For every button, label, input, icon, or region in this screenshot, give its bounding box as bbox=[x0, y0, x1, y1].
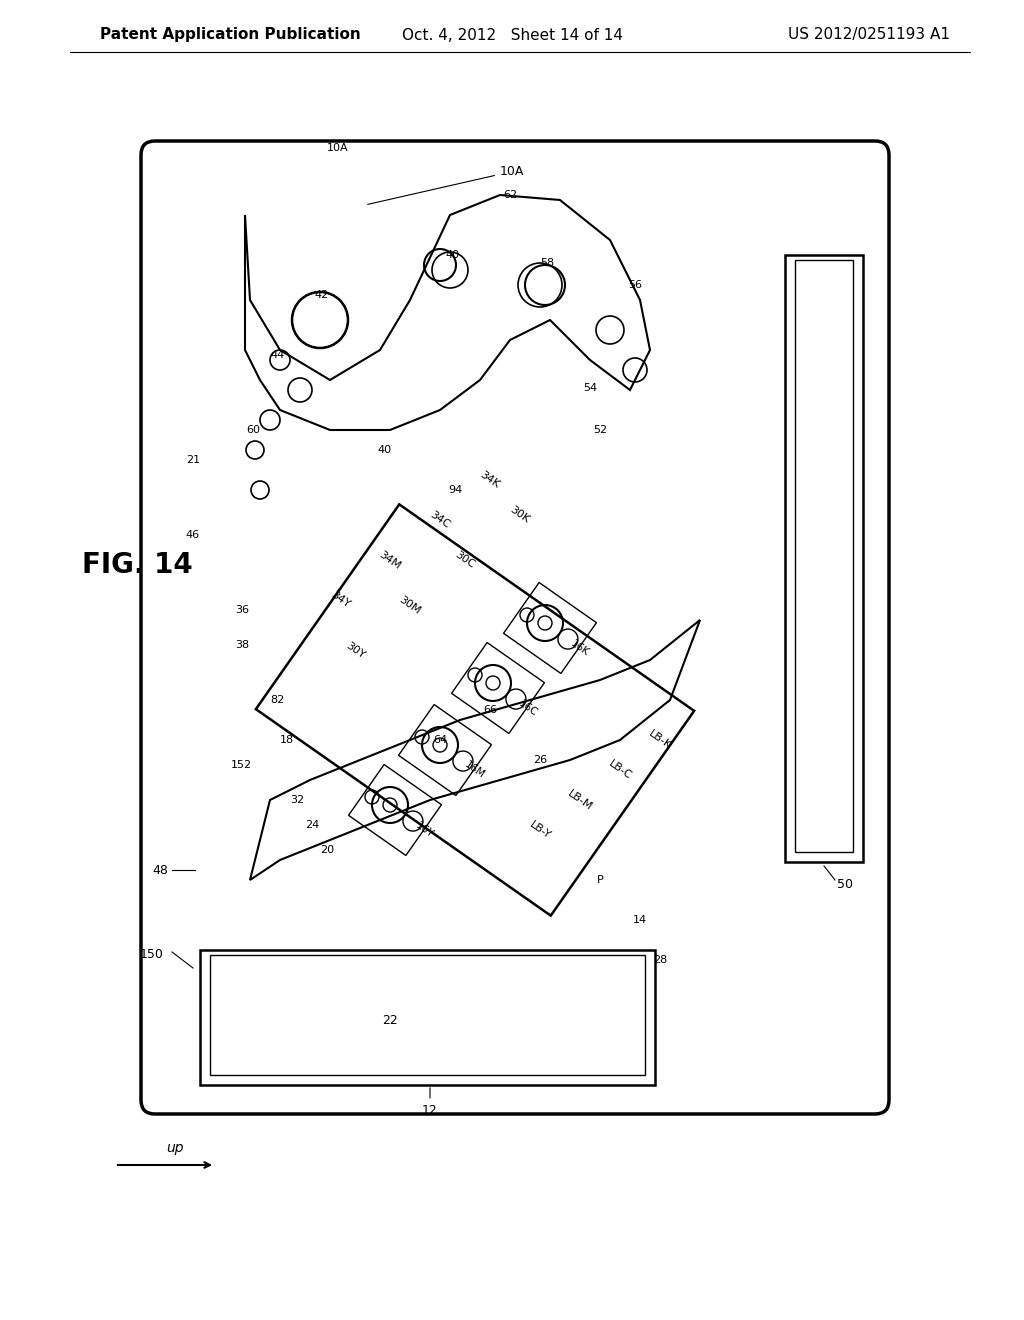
Text: 150: 150 bbox=[140, 949, 164, 961]
Bar bbox=[785, 255, 863, 862]
Text: 62: 62 bbox=[503, 190, 517, 201]
Text: 34Y: 34Y bbox=[329, 590, 351, 610]
Text: 16Y: 16Y bbox=[414, 820, 436, 840]
Bar bbox=[200, 950, 655, 1085]
Text: 50: 50 bbox=[837, 879, 853, 891]
Text: Oct. 4, 2012   Sheet 14 of 14: Oct. 4, 2012 Sheet 14 of 14 bbox=[401, 28, 623, 42]
Text: 30K: 30K bbox=[509, 504, 531, 525]
Text: 94: 94 bbox=[447, 484, 462, 495]
Text: 64: 64 bbox=[433, 735, 447, 744]
Text: 48: 48 bbox=[153, 863, 168, 876]
Text: 16M: 16M bbox=[463, 759, 487, 780]
Text: 21: 21 bbox=[186, 455, 200, 465]
Text: 18: 18 bbox=[280, 735, 294, 744]
Text: 24: 24 bbox=[305, 820, 319, 830]
Text: 34M: 34M bbox=[378, 549, 402, 572]
Text: 10A: 10A bbox=[368, 165, 524, 205]
Text: 14: 14 bbox=[633, 915, 647, 925]
Text: 44: 44 bbox=[270, 350, 285, 360]
Text: 16K: 16K bbox=[569, 638, 591, 657]
Text: 10A: 10A bbox=[327, 143, 348, 153]
Text: 30C: 30C bbox=[454, 549, 477, 570]
Text: 82: 82 bbox=[270, 696, 285, 705]
Text: 42: 42 bbox=[314, 290, 329, 300]
Text: 16C: 16C bbox=[517, 698, 540, 718]
Text: 58: 58 bbox=[540, 257, 554, 268]
Bar bbox=[795, 260, 853, 851]
Text: P: P bbox=[597, 875, 603, 884]
Text: 40: 40 bbox=[378, 445, 392, 455]
Text: 38: 38 bbox=[234, 640, 249, 649]
Text: up: up bbox=[166, 1140, 183, 1155]
Text: 32: 32 bbox=[290, 795, 304, 805]
Text: 56: 56 bbox=[628, 280, 642, 290]
Text: LB-K: LB-K bbox=[647, 729, 673, 751]
Text: 66: 66 bbox=[483, 705, 497, 715]
Text: 26: 26 bbox=[532, 755, 547, 766]
Text: 60: 60 bbox=[246, 425, 260, 436]
Text: LB-Y: LB-Y bbox=[527, 820, 552, 841]
Text: 30M: 30M bbox=[397, 594, 423, 616]
Text: 22: 22 bbox=[382, 1014, 398, 1027]
Bar bbox=[210, 954, 645, 1074]
Text: Patent Application Publication: Patent Application Publication bbox=[100, 28, 360, 42]
Text: 54: 54 bbox=[583, 383, 597, 393]
Text: 40: 40 bbox=[445, 249, 459, 260]
Text: 34C: 34C bbox=[428, 510, 452, 531]
Text: FIG. 14: FIG. 14 bbox=[82, 550, 193, 579]
Text: 30Y: 30Y bbox=[344, 640, 367, 660]
Text: 20: 20 bbox=[319, 845, 334, 855]
Text: LB-C: LB-C bbox=[606, 759, 634, 781]
Text: 36: 36 bbox=[234, 605, 249, 615]
Text: 28: 28 bbox=[653, 954, 667, 965]
Text: 46: 46 bbox=[186, 531, 200, 540]
Text: 12: 12 bbox=[422, 1088, 438, 1117]
Text: 52: 52 bbox=[593, 425, 607, 436]
Text: LB-M: LB-M bbox=[566, 788, 594, 812]
Text: 34K: 34K bbox=[478, 470, 502, 490]
Text: 152: 152 bbox=[230, 760, 252, 770]
Text: US 2012/0251193 A1: US 2012/0251193 A1 bbox=[788, 28, 950, 42]
